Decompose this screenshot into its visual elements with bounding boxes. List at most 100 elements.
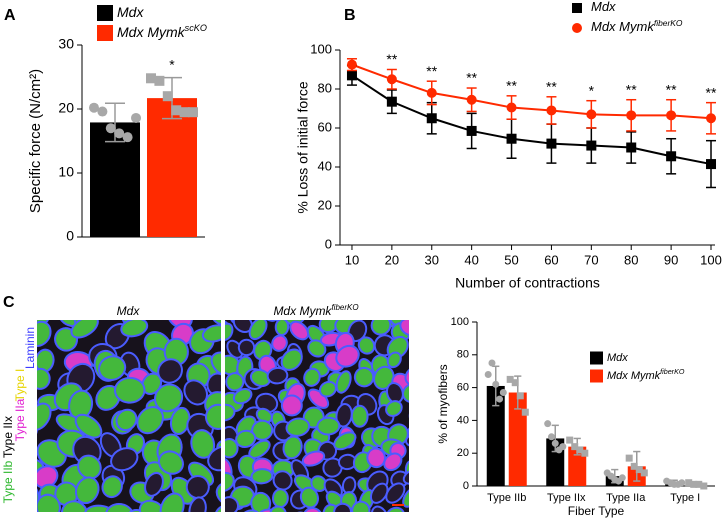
fiber: [120, 320, 149, 338]
fiber: [335, 370, 352, 394]
data-point: [154, 75, 165, 86]
marker: [626, 142, 637, 153]
fiber: [408, 407, 409, 429]
significance: **: [666, 81, 677, 97]
y-tick-label: 10: [58, 164, 74, 180]
data-point: [131, 112, 141, 123]
legend-name: Mdx: [117, 4, 144, 20]
fiber: [410, 337, 434, 361]
data-point: [492, 380, 500, 388]
significance: **: [626, 81, 637, 97]
fiber: [399, 320, 409, 337]
x-tick-label: 10: [345, 252, 359, 267]
y-tick-label: 80: [318, 80, 332, 95]
marker: [426, 87, 437, 98]
data-point: [105, 123, 116, 134]
fiber: [187, 292, 215, 320]
legend-superscript: fiberKO: [654, 18, 683, 28]
fiber: [138, 499, 165, 512]
data-point: [179, 107, 190, 118]
data-point: [162, 91, 173, 102]
y-axis-label: % of myofibers: [436, 364, 450, 443]
legend-name: Mdx: [591, 0, 616, 14]
fiber: [335, 344, 360, 368]
data-point: [521, 408, 529, 416]
micrograph-title: Mdx MymkfiberKO: [273, 303, 358, 318]
data-point: [506, 375, 514, 383]
data-point: [700, 482, 708, 490]
data-point: [114, 128, 125, 139]
significance: **: [466, 70, 477, 86]
fiber: [225, 372, 245, 392]
data-point: [678, 479, 686, 487]
y-tick-label: 20: [457, 447, 469, 459]
data-point: [551, 439, 559, 447]
fiber: [404, 433, 409, 448]
fiber: [385, 506, 406, 512]
data-point: [544, 420, 552, 428]
bar: [147, 98, 197, 238]
fiber: [204, 403, 221, 430]
fiber: [98, 355, 127, 381]
data-point: [690, 480, 698, 488]
fiber: [232, 388, 253, 405]
x-tick-label: Type IIx: [547, 492, 586, 504]
y-tick-label: 20: [318, 197, 332, 212]
legend-swatch: [97, 25, 113, 41]
x-tick-label: 20: [385, 252, 399, 267]
panel-label: C: [3, 294, 15, 311]
y-tick-label: 0: [325, 236, 332, 251]
fiber: [225, 437, 239, 459]
significance: **: [426, 63, 437, 79]
legend-superscript: fiberKO: [660, 368, 685, 376]
fiber: [235, 429, 257, 449]
legend-label: Mdx: [607, 352, 628, 364]
micrograph-fibers: [37, 286, 221, 512]
fiber: [386, 351, 402, 369]
y-tick-label: 80: [457, 349, 469, 361]
fiber: [136, 286, 169, 317]
legend-swatch: [97, 5, 113, 21]
stain-label: Type I: [13, 369, 27, 402]
stain-label: Type IIb: [1, 460, 15, 503]
fiber: [201, 324, 221, 343]
fiber: [225, 496, 240, 512]
legend-swatch: [590, 369, 603, 383]
line: [351, 63, 712, 120]
fiber: [237, 338, 256, 357]
marker: [386, 74, 397, 85]
marker: [586, 109, 597, 120]
x-tick-label: 40: [464, 252, 478, 267]
data-point: [559, 443, 567, 451]
marker: [346, 70, 357, 81]
fiber: [271, 334, 288, 352]
stain-label: Laminin: [23, 327, 37, 369]
fiber: [366, 447, 386, 469]
legend-swatch: [572, 23, 582, 33]
marker: [506, 133, 517, 144]
fiber: [280, 348, 303, 371]
fiber: [301, 450, 326, 467]
fiber: [370, 320, 392, 336]
data-point: [618, 474, 626, 482]
fiber: [144, 471, 164, 497]
fiber: [214, 504, 221, 512]
marker: [426, 113, 437, 124]
data-point: [571, 443, 579, 451]
marker: [466, 125, 477, 136]
fiber: [110, 447, 139, 472]
y-tick-label: 40: [318, 158, 332, 173]
marker: [466, 94, 477, 105]
x-tick-label: 30: [425, 252, 439, 267]
marker: [386, 96, 397, 107]
fiber: [248, 320, 268, 341]
fiber: [216, 439, 221, 458]
legend-name: Mdx Mymk: [607, 370, 661, 382]
fiber: [280, 394, 303, 417]
fiber: [402, 382, 409, 404]
micrograph-fibers: [225, 320, 434, 512]
fiber: [385, 482, 406, 504]
fiber: [37, 402, 52, 431]
fiber: [357, 336, 376, 355]
